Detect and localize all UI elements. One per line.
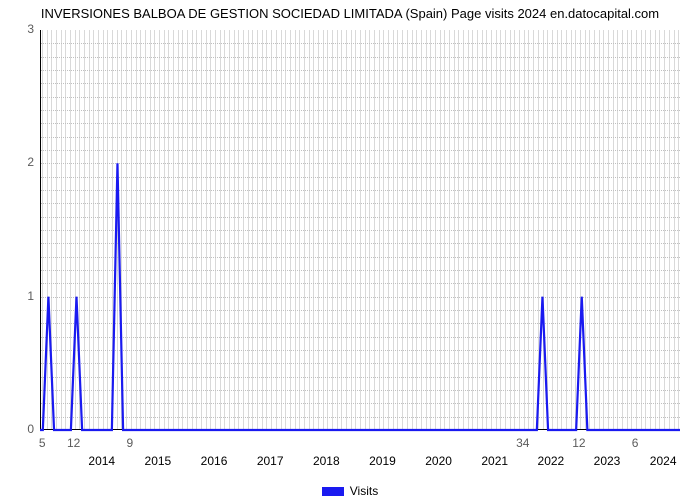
x-axis-count-label: 5 [39, 436, 46, 450]
x-axis-count-label: 34 [516, 436, 529, 450]
x-axis-year-label: 2017 [257, 454, 284, 468]
chart-title: INVERSIONES BALBOA DE GESTION SOCIEDAD L… [0, 6, 700, 21]
visits-line [40, 163, 680, 430]
line-series [40, 30, 680, 430]
chart-container: { "chart": { "type": "line-spike", "titl… [0, 0, 700, 500]
x-axis-year-label: 2018 [313, 454, 340, 468]
legend-label: Visits [350, 484, 378, 498]
x-axis-year-label: 2024 [650, 454, 677, 468]
y-axis-tick-label: 0 [0, 422, 34, 436]
x-axis-year-label: 2021 [481, 454, 508, 468]
y-axis-tick-label: 2 [0, 155, 34, 169]
x-axis-count-label: 12 [572, 436, 585, 450]
y-axis-tick-label: 3 [0, 22, 34, 36]
x-axis-year-label: 2016 [201, 454, 228, 468]
x-axis-year-label: 2015 [145, 454, 172, 468]
legend: Visits [0, 484, 700, 498]
x-axis-count-label: 9 [126, 436, 133, 450]
x-axis-year-label: 2014 [88, 454, 115, 468]
y-axis-tick-label: 1 [0, 289, 34, 303]
x-axis-count-label: 12 [67, 436, 80, 450]
x-axis-year-label: 2019 [369, 454, 396, 468]
x-axis-count-label: 6 [632, 436, 639, 450]
legend-swatch [322, 487, 344, 496]
x-axis-year-label: 2023 [594, 454, 621, 468]
x-axis-year-label: 2020 [425, 454, 452, 468]
x-axis-year-label: 2022 [538, 454, 565, 468]
